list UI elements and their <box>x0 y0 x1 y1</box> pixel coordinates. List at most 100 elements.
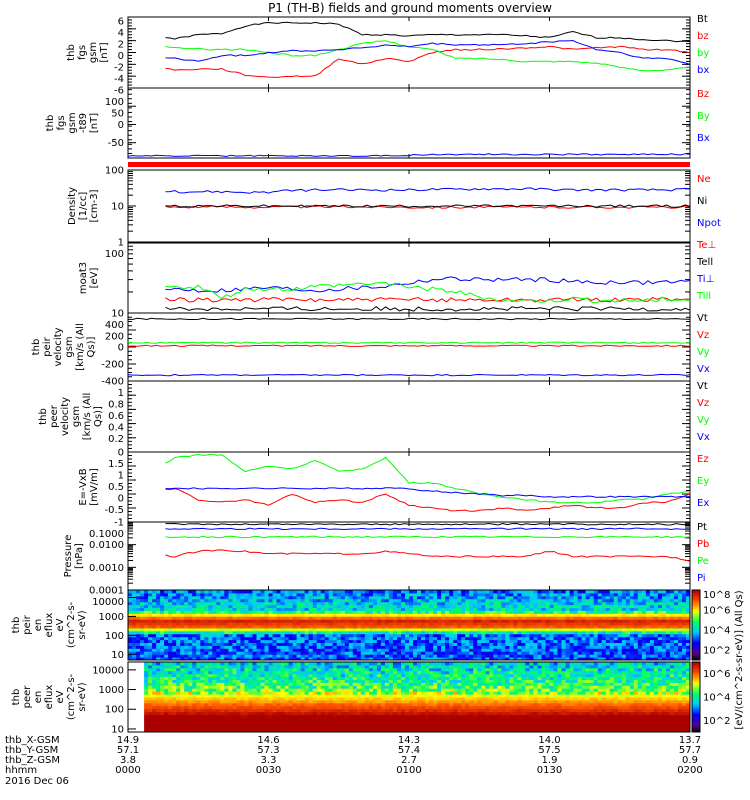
spectrogram-cell <box>497 627 502 632</box>
spectrogram-cell <box>268 604 273 608</box>
spectrogram-cell <box>497 601 502 606</box>
spectrogram-cell <box>200 648 205 652</box>
spectrogram-cell <box>180 657 185 661</box>
spectrogram-cell <box>517 654 522 658</box>
spectrogram-cell <box>276 616 281 620</box>
spectrogram-cell <box>421 607 426 611</box>
spectrogram-cell <box>136 639 141 643</box>
spectrogram-cell <box>340 604 346 608</box>
spectrogram-cell <box>232 590 237 594</box>
spectrogram-cell <box>405 616 410 620</box>
spectrogram-cell <box>433 642 438 646</box>
spectrogram-cell <box>553 598 558 603</box>
spectrogram-cell <box>397 592 402 597</box>
spectrogram-cell <box>541 726 546 730</box>
spectrogram-cell <box>272 636 277 641</box>
spectrogram-cell <box>505 639 510 643</box>
spectrogram-cell <box>682 639 687 643</box>
spectrogram-cell <box>200 714 205 718</box>
spectrogram-cell <box>336 627 342 632</box>
spectrogram-cell <box>553 729 558 733</box>
spectrogram-cell <box>589 630 595 635</box>
spectrogram-cell <box>613 657 619 661</box>
spectrogram-cell <box>625 636 631 641</box>
spectrogram-cell <box>501 711 506 715</box>
spectrogram-cell <box>441 714 446 718</box>
spectrogram-cell <box>509 630 514 635</box>
spectrogram-cell <box>280 601 285 606</box>
spectrogram-cell <box>401 633 406 638</box>
spectrogram-cell <box>352 711 358 715</box>
spectrogram-cell <box>581 657 587 661</box>
spectrogram-cell <box>449 648 454 652</box>
spectrogram-cell <box>661 723 667 727</box>
spectrogram-cell <box>240 630 245 635</box>
spectrogram-cell <box>312 651 318 655</box>
spectrogram-cell <box>152 592 157 597</box>
spectrogram-cell <box>629 598 635 603</box>
spectrogram-cell <box>485 639 490 643</box>
spectrogram-cell <box>686 616 691 620</box>
spectrogram-cell <box>678 592 683 597</box>
spectrogram-cell <box>481 595 486 600</box>
spectrogram-cell <box>537 657 542 661</box>
spectrogram-cell <box>489 610 494 614</box>
spectrogram-cell <box>617 590 623 594</box>
spectrogram-cell <box>501 720 506 724</box>
spectrogram-cell <box>401 610 406 614</box>
spectrogram-cell <box>541 651 546 655</box>
spectrogram-cell <box>240 657 245 661</box>
spectrogram-cell <box>276 590 281 594</box>
y-tick-label: 0.5 <box>108 482 124 493</box>
spectrogram-cell <box>380 636 386 641</box>
spectrogram-cell <box>308 619 314 623</box>
spectrogram-cell <box>236 601 241 606</box>
spectrogram-cell <box>505 613 510 617</box>
spectrogram-cell <box>304 622 310 626</box>
spectrogram-cell <box>397 610 402 614</box>
spectrogram-cell <box>232 720 237 724</box>
spectrogram-cell <box>340 595 346 600</box>
spectrogram-cell <box>312 595 318 600</box>
y-tick-label: 100 <box>105 166 124 177</box>
spectrogram-cell <box>633 598 639 603</box>
spectrogram-cell <box>529 625 534 629</box>
spectrogram-cell <box>204 590 209 594</box>
spectrogram-cell <box>384 613 390 617</box>
spectrogram-cell <box>465 625 470 629</box>
spectrogram-cell <box>380 598 386 603</box>
spectrogram-cell <box>376 627 382 632</box>
spectrogram-cell <box>348 598 354 603</box>
spectrogram-cell <box>224 607 229 611</box>
spectrogram-cell <box>629 657 635 661</box>
spectrogram-cell <box>589 714 595 718</box>
spectrogram-cell <box>184 613 189 617</box>
spectrogram-cell <box>553 639 558 643</box>
legend-Vy: Vy <box>697 415 710 426</box>
spectrogram-cell <box>501 619 506 623</box>
spectrogram-cell <box>509 622 514 626</box>
spectrogram-cell <box>405 610 410 614</box>
spectrogram-cell <box>485 720 490 724</box>
spectrogram-cell <box>340 601 346 606</box>
y-tick-label: 100 <box>105 631 124 642</box>
spectrogram-cell <box>661 598 667 603</box>
spectrogram-cell <box>465 601 470 606</box>
spectrogram-cell <box>605 639 611 643</box>
spectrogram-cell <box>328 720 334 724</box>
spectrogram-cell <box>485 711 490 715</box>
spectrogram-cell <box>376 714 382 718</box>
spectrogram-cell <box>457 717 462 721</box>
spectrogram-cell <box>521 642 526 646</box>
spectrogram-cell <box>617 657 623 661</box>
spectrogram-cell <box>268 633 273 638</box>
spectrogram-cell <box>196 723 201 727</box>
spectrogram-cell <box>376 711 382 715</box>
spectrogram-cell <box>240 711 245 715</box>
spectrogram-cell <box>481 590 486 594</box>
spectrogram-cell <box>517 639 522 643</box>
spectrogram-cell <box>453 590 458 594</box>
spectrogram-cell <box>621 625 627 629</box>
spectrogram-cell <box>224 723 229 727</box>
spectrogram-cell <box>533 711 538 715</box>
